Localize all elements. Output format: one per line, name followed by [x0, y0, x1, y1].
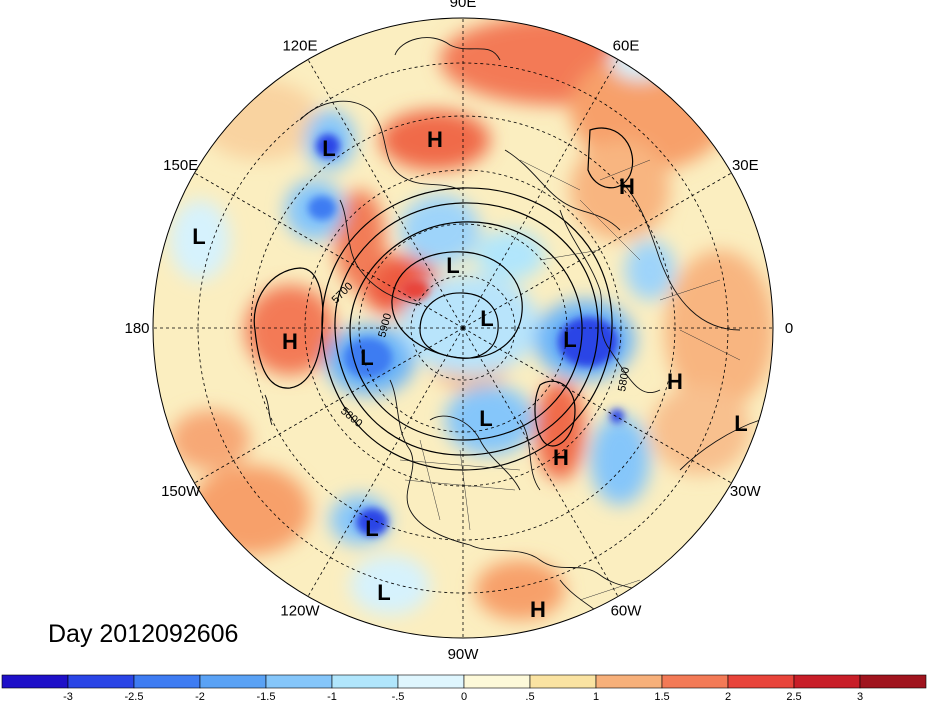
longitude-label: 30W [730, 483, 762, 500]
high-pressure-label: H [427, 127, 443, 152]
low-pressure-label: L [480, 306, 493, 331]
meridian-line [194, 327, 464, 484]
longitude-label: 60E [613, 38, 640, 55]
low-pressure-label: L [377, 580, 390, 605]
colorbar-swatch [661, 674, 729, 689]
political-boundaries [399, 159, 741, 601]
colorbar-swatch [529, 674, 597, 689]
low-pressure-label: L [322, 136, 335, 161]
low-pressure-label: L [563, 327, 576, 352]
colorbar: -3 -2.5 -2 -1.5 -1 -.5 0 .5 1 1.5 2 2.5 3 [1, 674, 927, 702]
colorbar-tick-label: .5 [525, 691, 534, 702]
colorbar-tick-label: -1 [327, 691, 337, 702]
map-title: Day 2012092606 [48, 620, 239, 648]
longitude-label: 60W [611, 602, 643, 619]
longitude-labels: 90E 60E 30E 0 30W 60W 90W 120W 150W 180 150E 120E [124, 0, 793, 663]
colorbar-tick-label: -2.5 [125, 691, 144, 702]
meridian-line [462, 172, 732, 329]
colorbar-swatch [67, 674, 135, 689]
pressure-center-labels: L H H L L L H L L L H L H L L H [192, 127, 747, 622]
colorbar-tick-label: 2.5 [786, 691, 801, 702]
colorbar-swatch [1, 674, 69, 689]
graticule [153, 18, 773, 638]
map-border [152, 17, 774, 639]
high-pressure-label: H [530, 597, 546, 622]
anomaly-field: 5700 5800 5800 5900 [153, 18, 773, 638]
longitude-label: 90E [450, 0, 477, 11]
colorbar-swatch [133, 674, 201, 689]
colorbar-swatch [397, 674, 465, 689]
longitude-label: 120W [280, 602, 320, 619]
low-pressure-label: L [446, 253, 459, 278]
longitude-label: 30E [732, 157, 759, 174]
longitude-label: 0 [785, 320, 793, 337]
colorbar-tick-label: 1.5 [654, 691, 669, 702]
colorbar-tick-label: 2 [725, 691, 731, 702]
meridian-line [462, 59, 619, 329]
high-pressure-label: H [553, 445, 569, 470]
low-pressure-label: L [360, 345, 373, 370]
colorbar-tick-label: -2 [195, 691, 205, 702]
colorbar-swatch [595, 674, 663, 689]
colorbar-swatch [859, 674, 927, 689]
colorbar-tick-label: 1 [593, 691, 599, 702]
longitude-label: 150E [163, 157, 198, 174]
longitude-label: 180 [124, 320, 149, 337]
colorbar-swatch [199, 674, 267, 689]
high-pressure-label: H [667, 369, 683, 394]
longitude-label: 120E [282, 38, 317, 55]
low-pressure-label: L [365, 516, 378, 541]
colorbar-swatch [265, 674, 333, 689]
meridian-line [462, 327, 732, 484]
longitude-label: 150W [161, 483, 201, 500]
colorbar-swatch [727, 674, 795, 689]
longitude-label: 90W [448, 646, 480, 663]
height-contours [253, 127, 634, 471]
meridian-line [194, 172, 464, 329]
meridian-line [462, 327, 619, 597]
low-pressure-label: L [192, 224, 205, 249]
colorbar-swatch [463, 674, 531, 689]
colorbar-tick-label: -.5 [392, 691, 405, 702]
high-pressure-label: H [282, 329, 298, 354]
colorbar-tick-label: 0 [461, 691, 467, 702]
contour-label-5800-east: 5800 [616, 366, 632, 392]
colorbar-swatch [331, 674, 399, 689]
colorbar-tick-label: -3 [63, 691, 73, 702]
low-pressure-label: L [479, 406, 492, 431]
colorbar-swatch [793, 674, 861, 689]
meridian-line [307, 59, 464, 329]
meridian-line [307, 327, 464, 597]
low-pressure-label: L [734, 411, 747, 436]
colorbar-tick-label: 3 [857, 691, 863, 702]
high-pressure-label: H [619, 174, 635, 199]
coastlines [264, 37, 761, 631]
colorbar-tick-label: -1.5 [257, 691, 276, 702]
